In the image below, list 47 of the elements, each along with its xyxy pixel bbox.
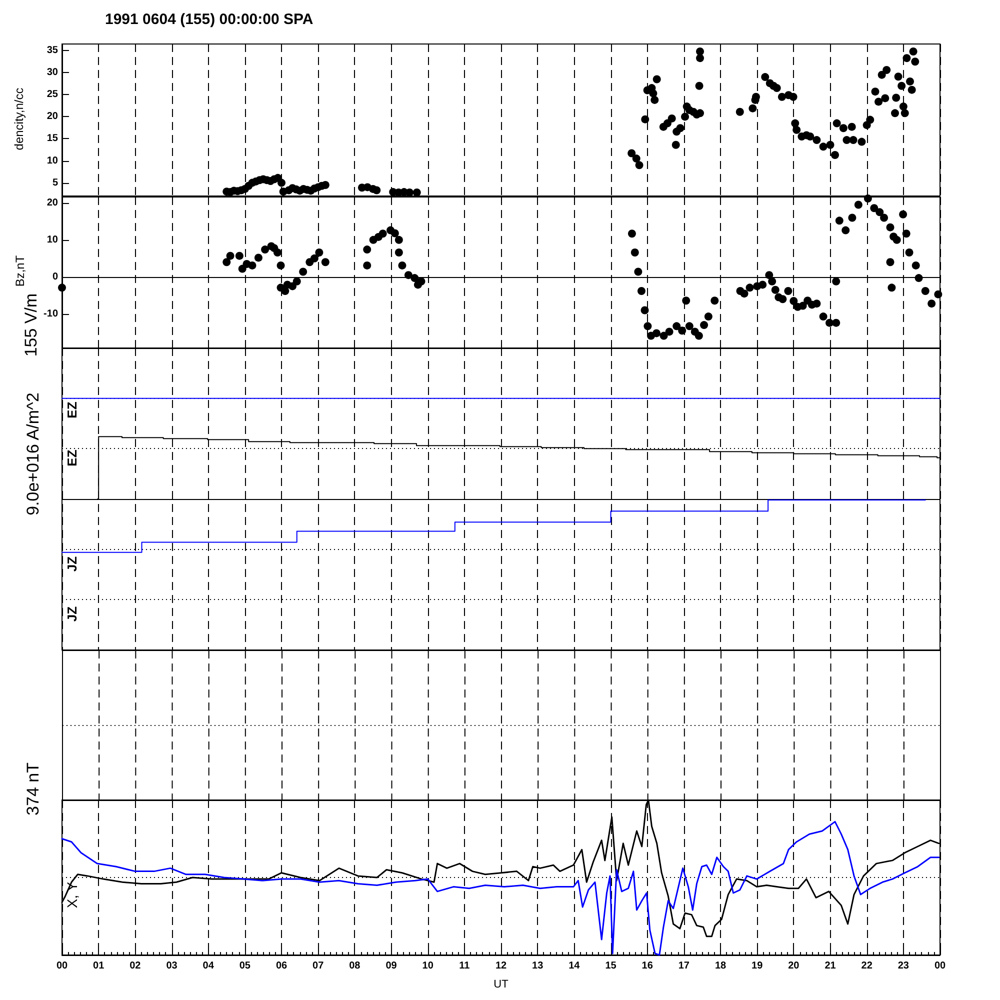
x-tick-label: 17: [678, 960, 690, 972]
x-tick-label: 07: [312, 960, 324, 972]
text: EZ: [64, 402, 80, 418]
text: JZ: [64, 606, 80, 622]
x-tick-label: 18: [714, 960, 726, 972]
y-tick-label: 10: [46, 155, 58, 166]
y-tick-label: 20: [46, 111, 58, 122]
x-tick-label: 06: [276, 960, 288, 972]
y-axis-title: 9.0e+016 A/m^2: [24, 392, 42, 516]
x-tick-label: 02: [130, 960, 142, 972]
x-tick-label: 10: [422, 960, 434, 972]
y-tick-label: 20: [46, 197, 58, 208]
y-tick-label: 30: [46, 67, 58, 78]
x-tick-label: 12: [495, 960, 507, 972]
x-tick-label: 15: [605, 960, 617, 972]
x-tick-label: 20: [788, 960, 800, 972]
x-tick-label: 03: [166, 960, 178, 972]
x-tick-label: 00: [934, 960, 946, 972]
text: EZ: [64, 450, 80, 466]
text: JZ: [64, 556, 80, 572]
chart-title: 1991 0604 (155) 00:00:00 SPA: [105, 11, 314, 28]
x-tick-label: 19: [752, 960, 764, 972]
y-tick-label: 0: [52, 271, 58, 282]
x-tick-label: 11: [459, 960, 470, 972]
y-tick-label: 35: [46, 45, 58, 56]
x-tick-label: 13: [532, 960, 544, 972]
x-axis-title: UT: [494, 978, 509, 990]
text: 155 V/m: [22, 293, 40, 357]
x-tick-label: 01: [93, 960, 105, 972]
y-axis-title: dencity,n/cc: [12, 88, 26, 150]
y-axis-title: Bz,nT: [13, 254, 27, 287]
x-tick-label: 09: [386, 960, 398, 972]
y-tick-label: 5: [52, 177, 58, 188]
y-tick-label: 15: [46, 133, 58, 144]
x-tick-label: 05: [239, 960, 251, 972]
x-tick-label: 16: [642, 960, 654, 972]
y-axis-title: 374 nT: [24, 762, 42, 816]
x-tick-label: 00: [56, 960, 68, 972]
x-tick-label: 23: [898, 960, 910, 972]
x-tick-label: 08: [349, 960, 361, 972]
y-tick-label: 10: [46, 234, 58, 246]
x-tick-label: 21: [824, 960, 836, 972]
x-tick-label: 04: [202, 960, 214, 972]
y-tick-label: 25: [46, 89, 58, 100]
x-tick-label: 14: [568, 960, 580, 972]
y-tick-label: -10: [44, 308, 58, 320]
x-tick-label: 22: [861, 960, 873, 972]
